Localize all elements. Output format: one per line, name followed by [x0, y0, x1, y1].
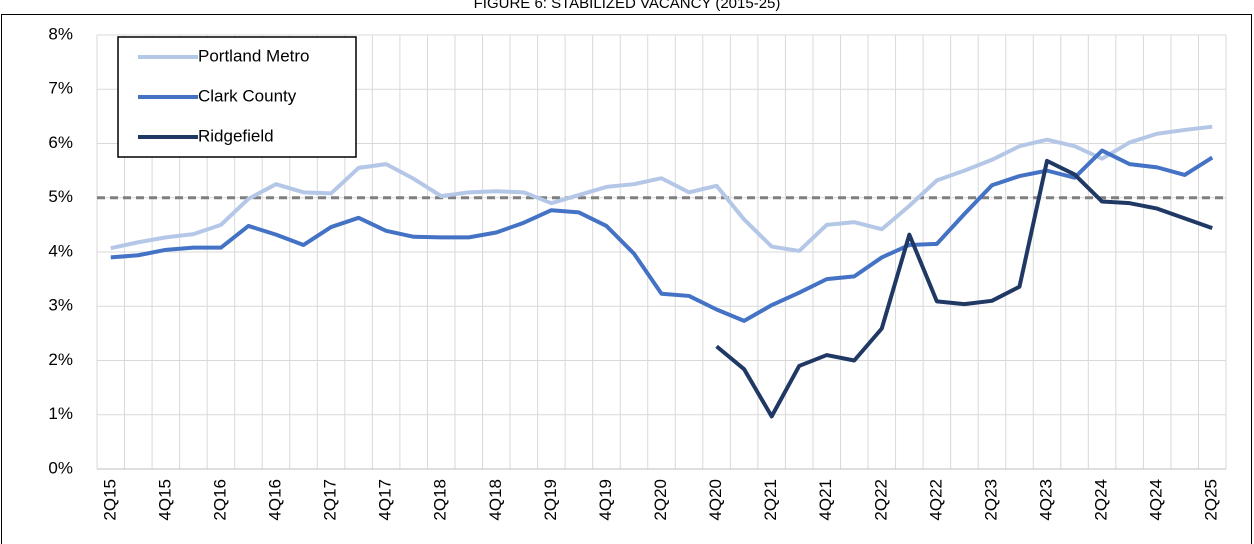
x-tick-label: 2Q16 — [210, 479, 229, 521]
x-tick-label: 2Q20 — [651, 479, 670, 521]
legend-label: Clark County — [198, 86, 297, 105]
x-tick-label: 2Q15 — [100, 479, 119, 521]
legend-label: Portland Metro — [198, 46, 310, 65]
series-line — [110, 148, 1214, 323]
y-tick-label: 7% — [48, 79, 73, 98]
x-tick-label: 4Q20 — [706, 479, 725, 521]
y-tick-label: 8% — [48, 24, 73, 43]
y-tick-label: 0% — [48, 458, 73, 477]
chart-border — [1, 14, 1252, 544]
x-tick-label: 2Q25 — [1202, 479, 1221, 521]
x-tick-label: 2Q18 — [431, 479, 450, 521]
x-tick-label: 2Q22 — [871, 479, 890, 521]
x-tick-label: 4Q21 — [816, 479, 835, 521]
y-tick-label: 4% — [48, 241, 73, 260]
x-tick-label: 2Q23 — [981, 479, 1000, 521]
x-tick-label: 2Q19 — [541, 479, 560, 521]
x-tick-label: 2Q17 — [321, 479, 340, 521]
legend-label: Ridgefield — [198, 126, 274, 145]
x-tick-label: 2Q24 — [1092, 479, 1111, 521]
x-tick-label: 4Q24 — [1147, 479, 1166, 521]
x-tick-label: 2Q21 — [761, 479, 780, 521]
y-tick-label: 3% — [48, 296, 73, 315]
y-tick-label: 1% — [48, 404, 73, 423]
y-tick-label: 6% — [48, 133, 73, 152]
y-tick-label: 2% — [48, 350, 73, 369]
x-tick-label: 4Q19 — [596, 479, 615, 521]
x-tick-label: 4Q23 — [1036, 479, 1055, 521]
chart-title: FIGURE 6: STABILIZED VACANCY (2015-25) — [474, 0, 781, 12]
x-tick-label: 4Q22 — [926, 479, 945, 521]
series-line — [715, 158, 1213, 419]
x-tick-label: 4Q16 — [265, 479, 284, 521]
series-line — [110, 124, 1213, 253]
x-tick-label: 4Q18 — [486, 479, 505, 521]
x-tick-label: 4Q15 — [155, 479, 174, 521]
x-tick-label: 4Q17 — [376, 479, 395, 521]
y-tick-label: 5% — [48, 187, 73, 206]
